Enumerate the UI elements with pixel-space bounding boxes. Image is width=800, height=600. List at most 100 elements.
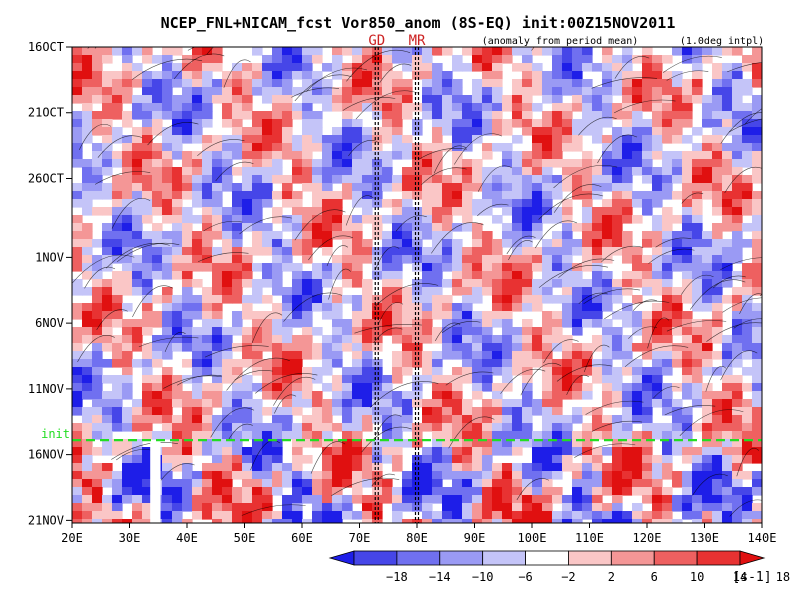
field-cell — [332, 471, 343, 480]
field-cell — [362, 415, 373, 424]
field-cell — [112, 151, 123, 160]
field-cell — [292, 431, 303, 440]
field-cell — [452, 175, 463, 184]
field-cell — [602, 103, 613, 112]
field-cell — [292, 279, 303, 288]
field-cell — [322, 311, 333, 320]
field-cell — [102, 359, 113, 368]
field-cell — [292, 383, 303, 392]
field-cell — [612, 151, 623, 160]
field-cell — [412, 63, 423, 72]
field-cell — [142, 359, 153, 368]
field-cell — [292, 407, 303, 416]
field-cell — [202, 495, 213, 504]
field-cell — [302, 87, 313, 96]
field-cell — [92, 423, 103, 432]
field-cell — [342, 503, 353, 512]
field-cell — [572, 519, 583, 523]
field-cell — [102, 279, 113, 288]
field-cell — [472, 407, 483, 416]
field-cell — [632, 479, 643, 488]
field-cell — [102, 151, 113, 160]
field-cell — [562, 391, 573, 400]
field-cell — [602, 215, 613, 224]
contour-line — [604, 300, 670, 320]
field-cell — [302, 351, 313, 360]
field-cell — [332, 63, 343, 72]
field-cell — [742, 343, 753, 352]
field-cell — [512, 119, 523, 128]
contour-line — [441, 321, 481, 334]
field-cell — [252, 183, 263, 192]
field-cell — [132, 479, 143, 488]
field-cell — [72, 151, 83, 160]
field-cell — [742, 367, 753, 376]
field-cell — [312, 111, 323, 120]
field-cell — [582, 223, 593, 232]
field-cell — [172, 79, 183, 88]
field-cell — [392, 303, 403, 312]
field-cell — [702, 487, 713, 496]
field-cell — [692, 247, 703, 256]
field-cell — [292, 191, 303, 200]
contour-line — [274, 394, 297, 414]
field-cell — [582, 127, 593, 136]
field-cell — [512, 351, 523, 360]
field-cell — [612, 495, 623, 504]
field-cell — [552, 239, 563, 248]
field-cell — [612, 103, 623, 112]
field-cell — [592, 263, 603, 272]
field-cell — [152, 79, 163, 88]
field-cell — [712, 311, 723, 320]
field-cell — [452, 351, 463, 360]
field-cell — [632, 263, 643, 272]
field-cell — [362, 471, 373, 480]
field-cell — [192, 183, 203, 192]
field-cell — [522, 463, 533, 472]
contour-line — [163, 375, 223, 389]
field-cell — [402, 287, 413, 296]
field-cell — [332, 207, 343, 216]
field-cell — [562, 103, 573, 112]
field-cell — [622, 239, 633, 248]
field-cell — [242, 375, 253, 384]
y-tick-label: 21OCT — [28, 106, 64, 120]
field-cell — [542, 255, 553, 264]
field-cell — [522, 103, 533, 112]
field-cell — [622, 247, 633, 256]
field-cell — [112, 503, 123, 512]
field-cell — [362, 55, 373, 64]
field-cell — [122, 383, 133, 392]
field-cell — [522, 319, 533, 328]
field-cell — [592, 343, 603, 352]
field-cell — [372, 335, 383, 344]
field-cell — [352, 63, 363, 72]
field-cell — [352, 159, 363, 168]
field-cell — [202, 343, 213, 352]
field-cell — [532, 63, 543, 72]
field-cell — [112, 231, 123, 240]
contour-line — [291, 87, 340, 98]
field-cell — [102, 207, 113, 216]
field-cell — [262, 391, 273, 400]
field-cell — [112, 319, 123, 328]
contour-line — [210, 407, 255, 438]
field-cell — [72, 447, 83, 456]
field-cell — [502, 143, 513, 152]
field-cell — [402, 247, 413, 256]
field-cell — [282, 311, 293, 320]
field-cell — [472, 295, 483, 304]
field-cell — [432, 439, 443, 448]
field-cell — [742, 271, 753, 280]
field-cell — [422, 47, 433, 56]
field-cell — [572, 351, 583, 360]
field-cell — [692, 207, 703, 216]
contour-line — [538, 265, 609, 288]
field-cell — [392, 119, 403, 128]
contour-line — [342, 97, 396, 111]
field-cell — [512, 415, 523, 424]
field-cell — [612, 335, 623, 344]
contour-line — [227, 423, 253, 441]
field-cell — [122, 447, 133, 456]
field-cell — [392, 55, 403, 64]
